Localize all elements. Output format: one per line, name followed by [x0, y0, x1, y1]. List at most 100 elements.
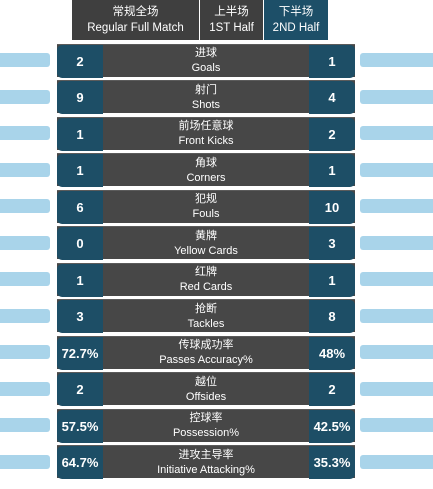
stat-label: 角球 Corners — [103, 154, 309, 187]
home-side-bar — [0, 308, 50, 323]
stat-label-cn: 犯规 — [195, 193, 217, 205]
home-value: 2 — [57, 44, 103, 78]
home-side-bar — [0, 89, 50, 104]
home-value: 1 — [57, 117, 103, 151]
stat-row: 2 进球 Goals 1 — [0, 42, 433, 79]
home-value: 1 — [57, 263, 103, 297]
stat-label-cn: 控球率 — [189, 412, 223, 424]
stat-label-cn: 射门 — [195, 83, 217, 96]
stat-center: 72.7% 传球成功率 Passes Accuracy% 48% — [57, 335, 355, 370]
away-value: 4 — [309, 81, 355, 114]
tab-label-en: Regular Full Match — [87, 22, 184, 34]
away-side-bar — [360, 199, 433, 213]
stat-label-en: Front Kicks — [178, 135, 234, 147]
away-value: 48% — [309, 336, 355, 370]
away-value: 1 — [309, 44, 355, 78]
tab-label-en: 2ND Half — [272, 22, 320, 34]
away-side-bar — [360, 53, 433, 67]
stat-label-en: Passes Accuracy% — [159, 354, 253, 366]
stat-label-en: Tackles — [187, 317, 225, 330]
away-value: 1 — [309, 154, 355, 187]
away-side-bar — [360, 126, 433, 140]
away-side-bar — [360, 162, 433, 177]
home-side-bar — [0, 272, 50, 286]
stat-label-en: Offsides — [185, 390, 227, 403]
stat-row: 9 射门 Shots 4 — [0, 79, 433, 116]
stat-label-en: Goals — [191, 62, 221, 74]
home-side-bar — [0, 381, 50, 396]
away-side-bar — [360, 89, 433, 104]
stat-row: 57.5% 控球率 Possession% 42.5% — [0, 407, 433, 444]
stat-label: 前场任意球 Front Kicks — [103, 118, 309, 151]
period-tabs: 常规全场 Regular Full Match 上半场 1ST Half 下半场… — [72, 0, 328, 40]
stat-label-en: Fouls — [192, 208, 220, 220]
stat-label-cn: 红牌 — [195, 266, 217, 278]
stat-row: 1 红牌 Red Cards 1 — [0, 261, 433, 298]
home-value: 0 — [57, 227, 103, 260]
stat-center: 6 犯规 Fouls 10 — [57, 189, 355, 224]
home-value: 2 — [57, 373, 103, 406]
stat-label-en: Yellow Cards — [174, 244, 238, 257]
stat-row: 0 黄牌 Yellow Cards 3 — [0, 225, 433, 262]
stat-center: 1 红牌 Red Cards 1 — [57, 262, 355, 297]
stat-label-cn: 进攻主导率 — [178, 448, 234, 461]
stat-label-cn: 越位 — [195, 375, 217, 388]
stat-label: 进球 Goals — [103, 45, 309, 78]
stat-label-cn: 进球 — [195, 47, 217, 59]
away-side-bar — [360, 381, 433, 396]
home-side-bar — [0, 53, 50, 67]
away-side-bar — [360, 272, 433, 286]
tab-first-half[interactable]: 上半场 1ST Half — [200, 0, 264, 40]
stat-label: 进攻主导率 Initiative Attacking% — [103, 446, 309, 479]
stat-center: 64.7% 进攻主导率 Initiative Attacking% 35.3% — [57, 445, 355, 479]
home-side-bar — [0, 199, 50, 213]
stat-center: 1 角球 Corners 1 — [57, 153, 355, 187]
stat-label-cn: 角球 — [195, 156, 217, 169]
tab-label-cn: 常规全场 — [112, 6, 159, 18]
stat-center: 9 射门 Shots 4 — [57, 80, 355, 114]
away-side-bar — [360, 454, 433, 469]
stat-row: 2 越位 Offsides 2 — [0, 371, 433, 408]
stat-label-en: Corners — [186, 171, 226, 184]
home-value: 72.7% — [57, 336, 103, 370]
stat-label-en: Red Cards — [179, 281, 233, 293]
stat-label: 黄牌 Yellow Cards — [103, 227, 309, 260]
stat-label: 红牌 Red Cards — [103, 264, 309, 297]
tab-label-en: 1ST Half — [209, 22, 254, 34]
away-value: 42.5% — [309, 409, 355, 443]
stat-label: 控球率 Possession% — [103, 410, 309, 443]
stat-center: 3 抢断 Tackles 8 — [57, 299, 355, 333]
stat-row: 1 角球 Corners 1 — [0, 152, 433, 189]
home-side-bar — [0, 418, 50, 432]
home-side-bar — [0, 126, 50, 140]
away-value: 3 — [309, 227, 355, 260]
stat-center: 0 黄牌 Yellow Cards 3 — [57, 226, 355, 260]
stat-label-cn: 黄牌 — [195, 229, 217, 242]
tab-label-cn: 下半场 — [278, 6, 314, 18]
stat-center: 1 前场任意球 Front Kicks 2 — [57, 116, 355, 151]
away-side-bar — [360, 345, 433, 359]
stat-label-en: Possession% — [172, 427, 240, 439]
away-side-bar — [360, 418, 433, 432]
home-value: 64.7% — [57, 446, 103, 479]
stat-row: 6 犯规 Fouls 10 — [0, 188, 433, 225]
away-side-bar — [360, 308, 433, 323]
stat-label: 传球成功率 Passes Accuracy% — [103, 337, 309, 370]
stat-label-cn: 抢断 — [195, 302, 217, 315]
stat-label-en: Shots — [191, 98, 221, 111]
away-value: 35.3% — [309, 446, 355, 479]
tab-regular-full-match[interactable]: 常规全场 Regular Full Match — [72, 0, 200, 40]
away-value: 10 — [309, 190, 355, 224]
stat-row: 1 前场任意球 Front Kicks 2 — [0, 115, 433, 152]
stat-row: 3 抢断 Tackles 8 — [0, 298, 433, 335]
home-value: 1 — [57, 154, 103, 187]
stat-center: 2 进球 Goals 1 — [57, 43, 355, 78]
home-value: 57.5% — [57, 409, 103, 443]
away-side-bar — [360, 235, 433, 250]
home-side-bar — [0, 345, 50, 359]
home-side-bar — [0, 235, 50, 250]
tab-second-half[interactable]: 下半场 2ND Half — [264, 0, 328, 40]
stat-label: 抢断 Tackles — [103, 300, 309, 333]
home-value: 6 — [57, 190, 103, 224]
